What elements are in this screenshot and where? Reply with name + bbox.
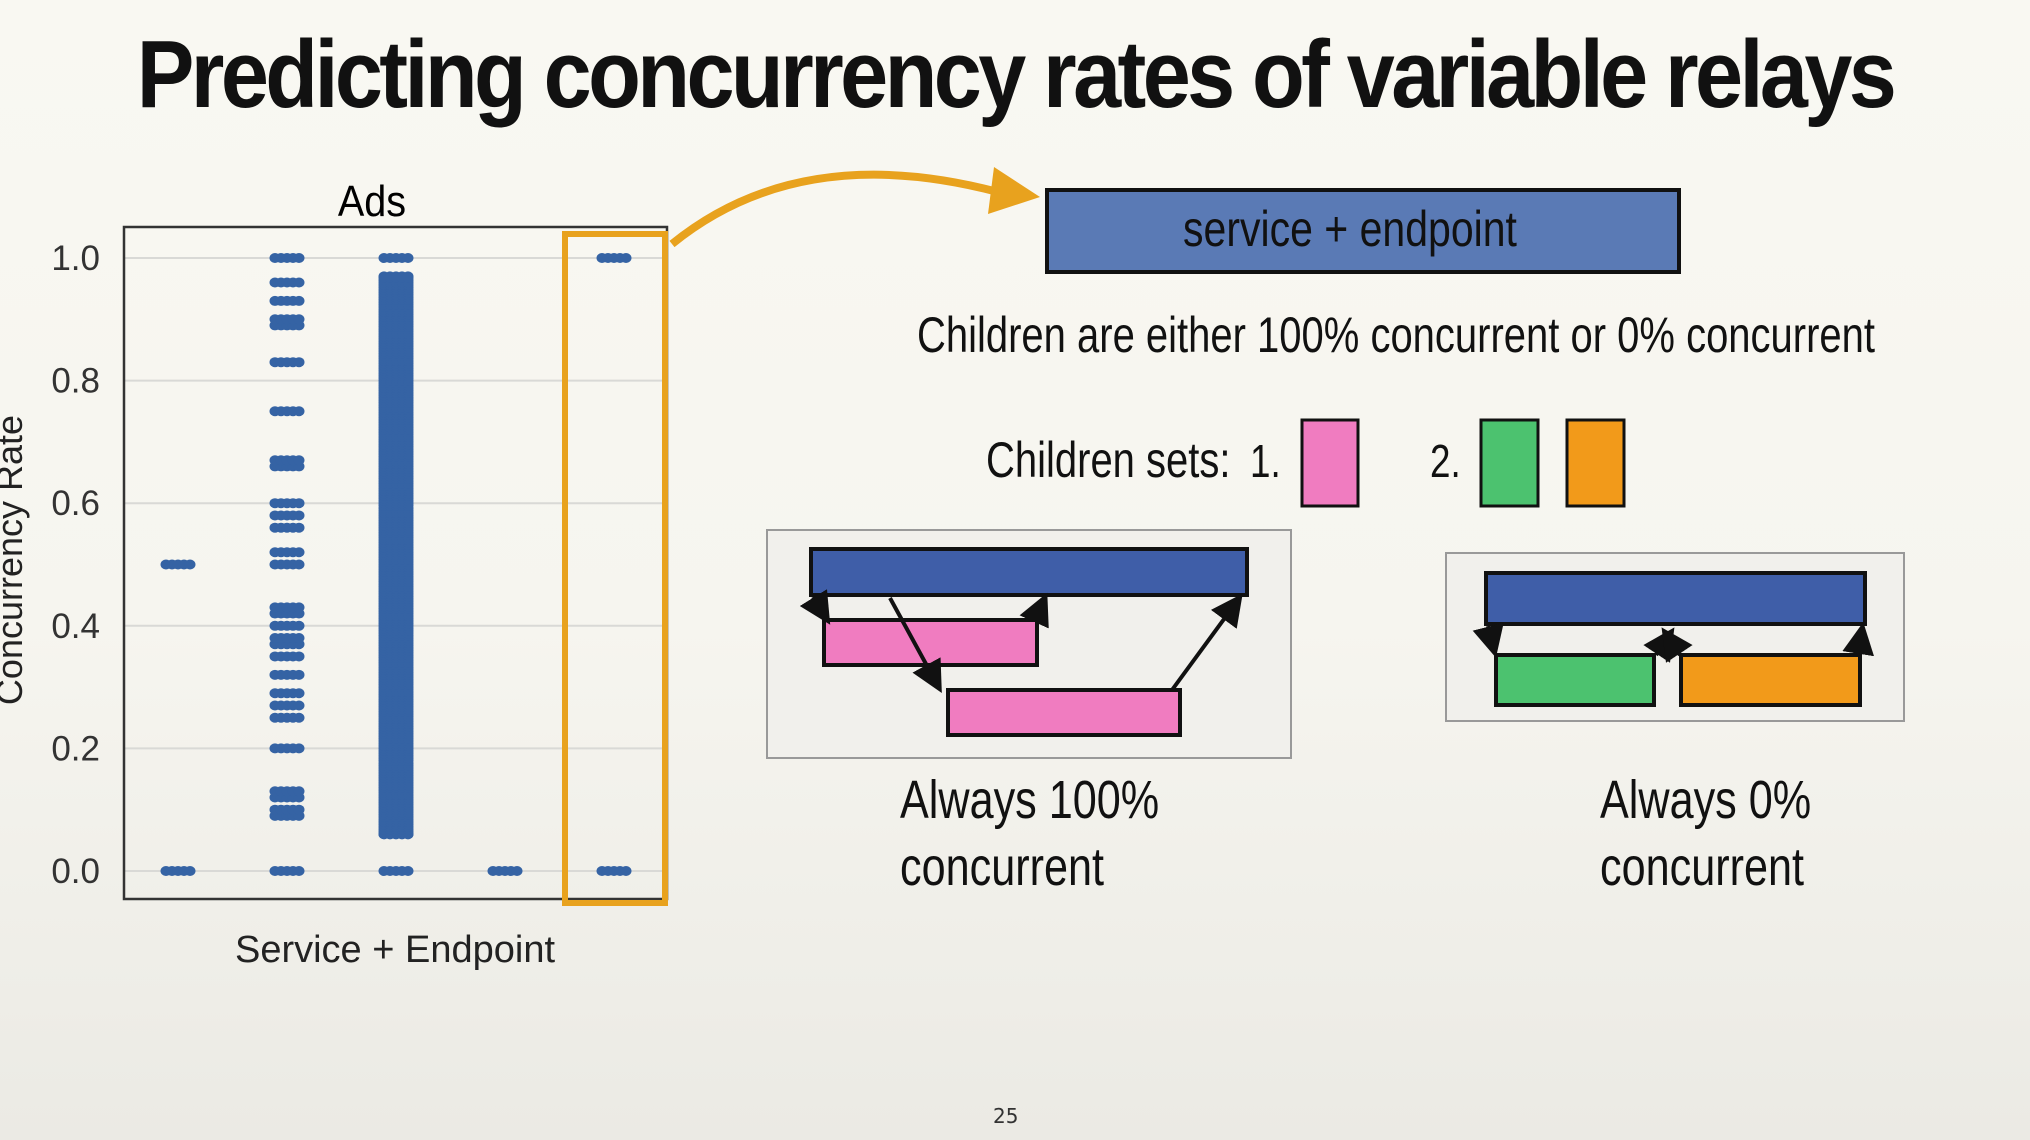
y-tick-label: 0.6 bbox=[51, 484, 100, 523]
data-point bbox=[293, 688, 305, 699]
set-2-label: 2. bbox=[1430, 435, 1461, 487]
data-point bbox=[293, 633, 305, 644]
set-1-pink-swatch bbox=[1300, 418, 1360, 508]
data-point bbox=[293, 712, 305, 723]
data-point bbox=[293, 498, 305, 509]
data-point bbox=[402, 866, 414, 876]
data-point bbox=[293, 406, 305, 417]
data-points bbox=[160, 253, 632, 876]
page-number: 25 bbox=[993, 1104, 1019, 1128]
left-caption-line2: concurrent bbox=[900, 838, 1104, 898]
data-point bbox=[293, 277, 305, 288]
parent-span-bar bbox=[1045, 188, 1681, 274]
y-tick-label: 0.8 bbox=[51, 362, 100, 401]
data-point bbox=[184, 866, 196, 876]
data-point bbox=[293, 522, 305, 533]
data-point bbox=[293, 295, 305, 306]
pink-child-bar-2 bbox=[946, 688, 1182, 737]
orange-child-bar bbox=[1679, 653, 1862, 707]
data-point bbox=[511, 866, 523, 876]
data-point bbox=[293, 559, 305, 570]
data-point bbox=[184, 559, 196, 570]
left-caption-line1: Always 100% bbox=[900, 771, 1159, 831]
highlight-box bbox=[562, 231, 668, 906]
data-point bbox=[620, 866, 632, 876]
left-call-arrows bbox=[799, 589, 1243, 694]
data-point bbox=[402, 272, 414, 283]
right-call-arrows bbox=[1472, 622, 1875, 663]
set-2-green-swatch bbox=[1479, 418, 1540, 508]
data-point bbox=[293, 357, 305, 368]
data-point bbox=[293, 700, 305, 711]
chart-title: Ads bbox=[338, 176, 406, 225]
data-point bbox=[293, 253, 305, 263]
data-point bbox=[293, 620, 305, 631]
concurrency-statement: Children are either 100% concurrent or 0… bbox=[917, 307, 1875, 363]
data-point bbox=[293, 602, 305, 613]
y-axis-label: Concurrency Rate bbox=[0, 415, 30, 705]
set-1-label: 1. bbox=[1250, 435, 1281, 487]
y-tick-label: 1.0 bbox=[51, 239, 100, 278]
data-point bbox=[293, 804, 305, 815]
data-point bbox=[293, 314, 305, 325]
children-sets-label: Children sets: bbox=[986, 432, 1230, 488]
data-point bbox=[293, 651, 305, 662]
data-point bbox=[620, 253, 632, 263]
curved-arrow bbox=[669, 170, 1000, 248]
data-point bbox=[402, 253, 414, 263]
data-point bbox=[293, 786, 305, 797]
set-2-orange-swatch bbox=[1565, 418, 1626, 508]
curved-arrow-head bbox=[988, 167, 1040, 214]
y-tick-label: 0.4 bbox=[51, 607, 100, 646]
data-point bbox=[293, 743, 305, 754]
data-point bbox=[293, 455, 305, 466]
y-tick-labels: 0.0 0.2 0.4 0.6 0.8 1.0 bbox=[51, 239, 100, 891]
x-axis-label: Service + Endpoint bbox=[235, 929, 555, 971]
right-parent-bar bbox=[1484, 571, 1867, 626]
data-point bbox=[293, 547, 305, 558]
data-point bbox=[293, 866, 305, 876]
left-parent-bar bbox=[809, 547, 1249, 597]
right-caption-line2: concurrent bbox=[1600, 838, 1804, 898]
y-tick-label: 0.0 bbox=[51, 852, 100, 891]
right-caption-line1: Always 0% bbox=[1600, 771, 1811, 831]
y-tick-label: 0.2 bbox=[51, 729, 100, 768]
parent-span-label: service + endpoint bbox=[1183, 201, 1517, 257]
slide-title: Predicting concurrency rates of variable… bbox=[136, 21, 1897, 128]
data-point bbox=[293, 510, 305, 521]
pink-child-bar-1 bbox=[822, 618, 1039, 667]
green-child-bar bbox=[1494, 653, 1656, 707]
data-point bbox=[293, 669, 305, 680]
